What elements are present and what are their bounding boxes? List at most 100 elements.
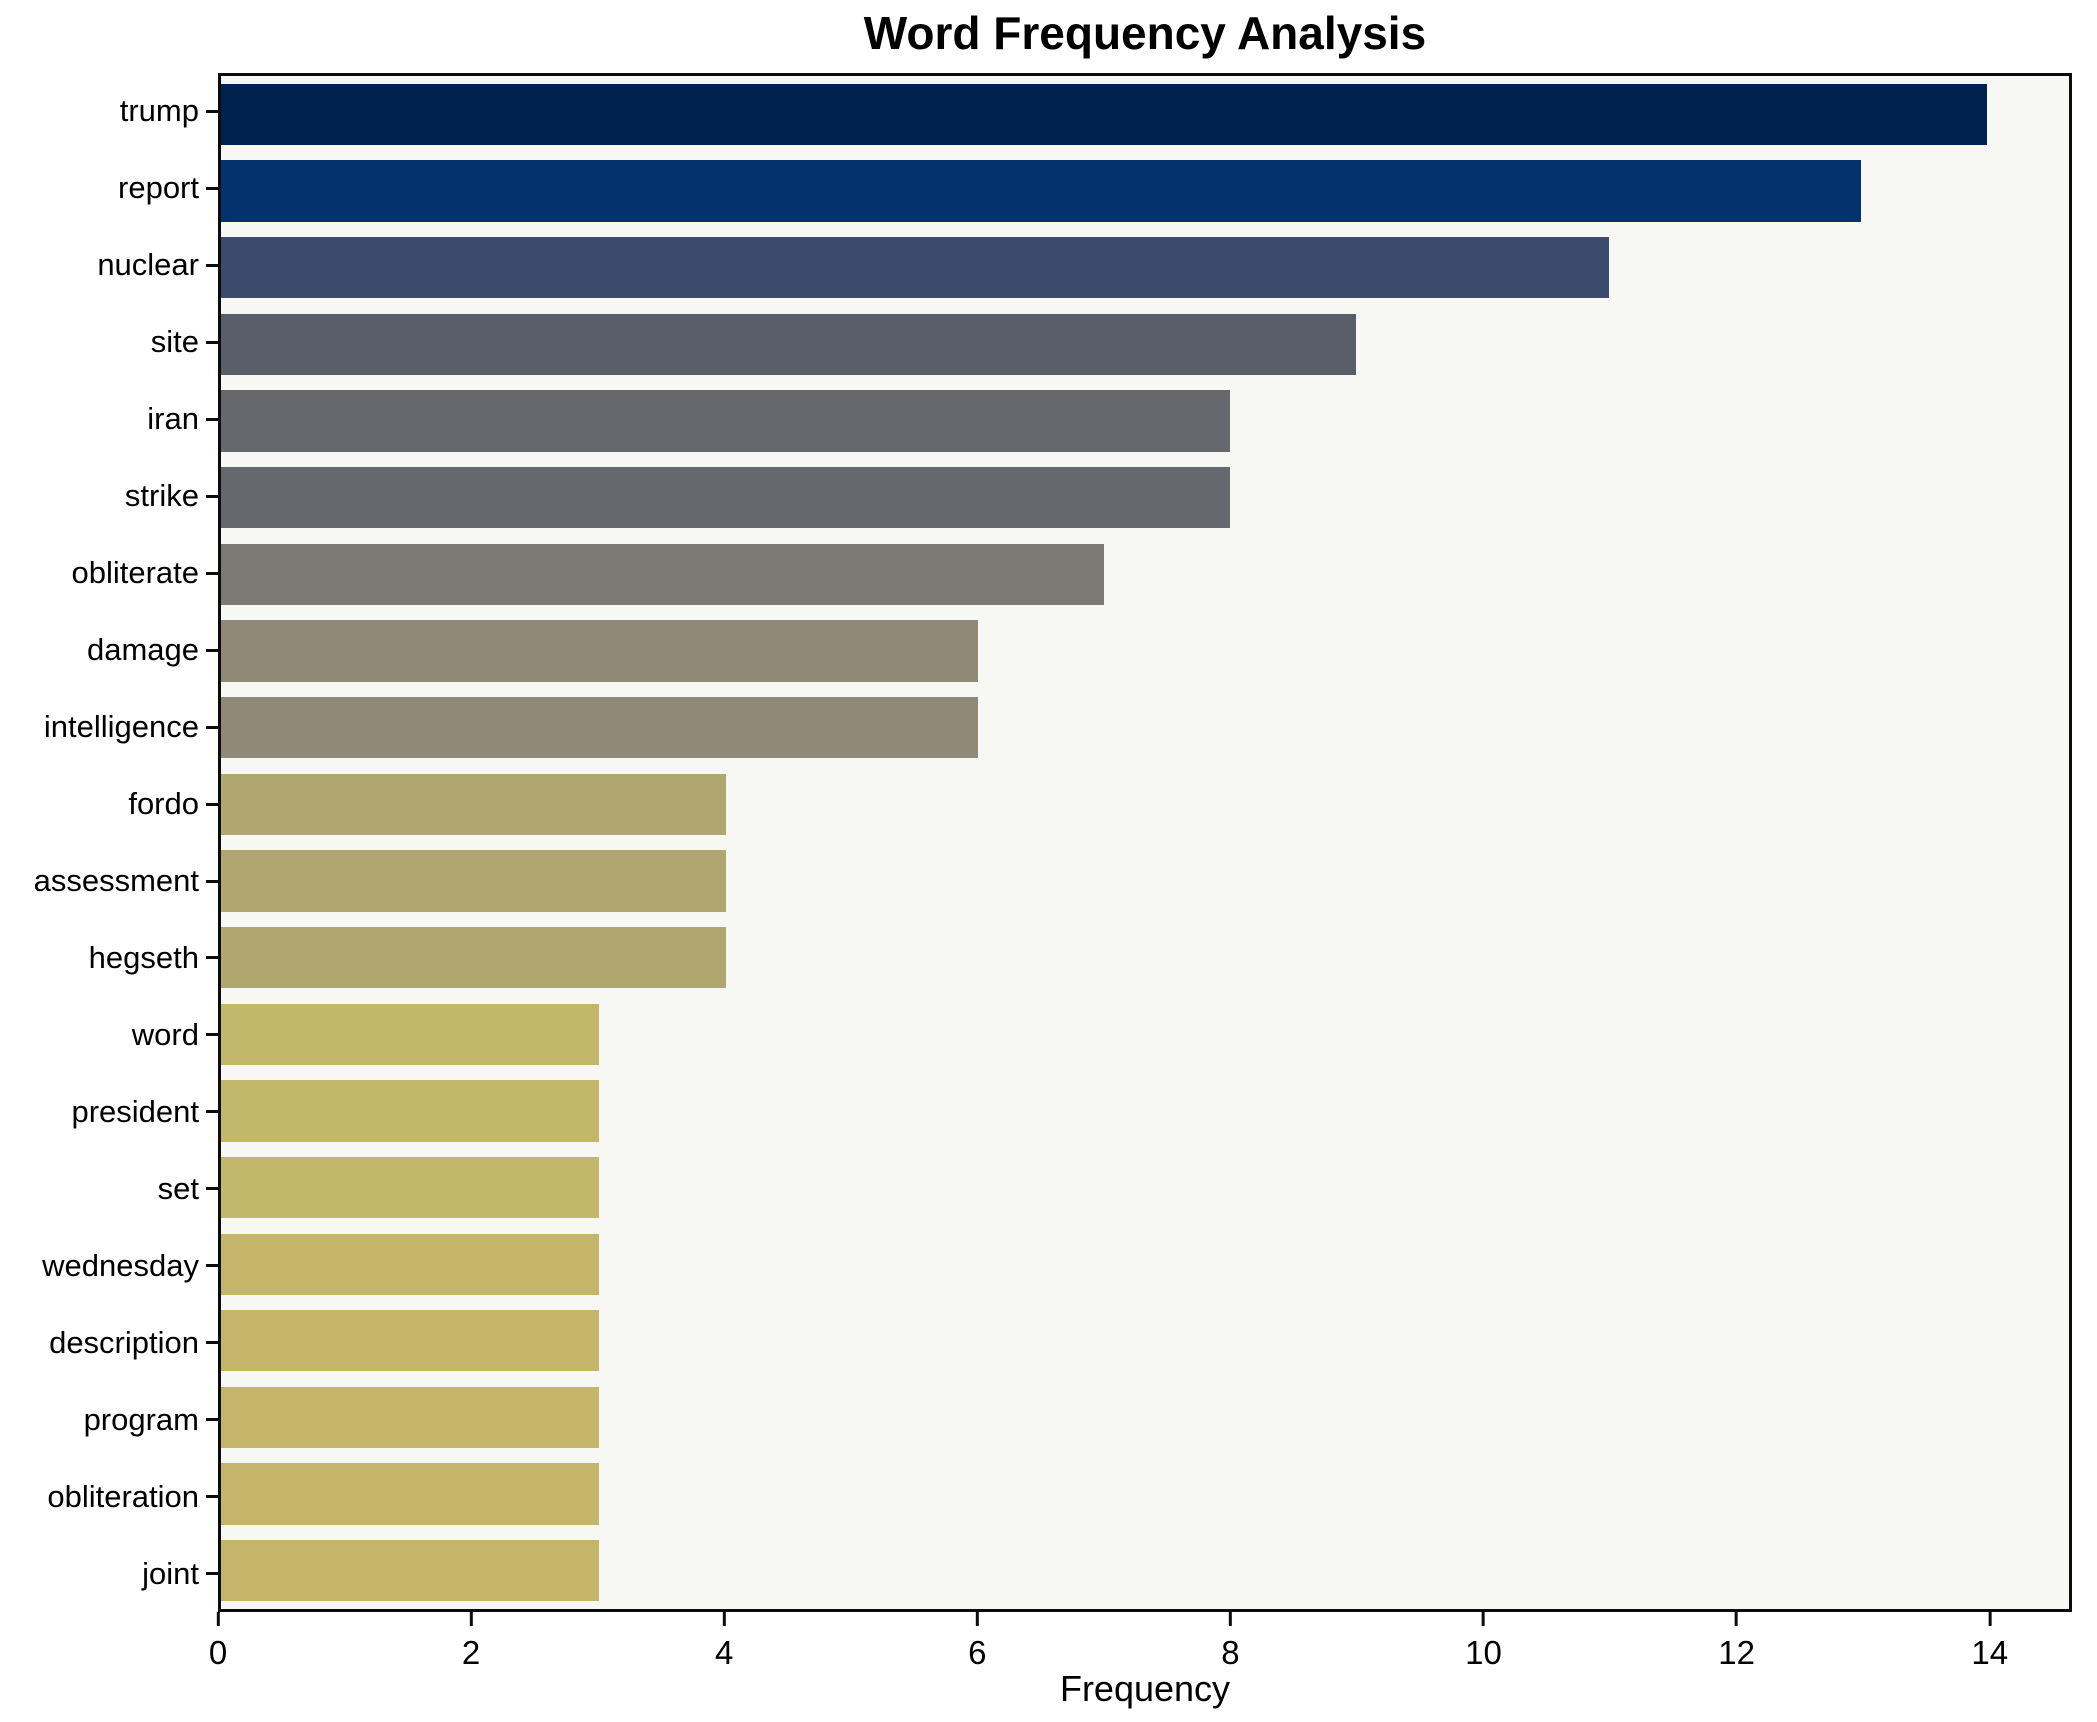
x-tick-mark [975,1612,979,1626]
bar-report [221,160,1861,222]
y-label-row: strike [0,458,218,535]
y-label-row: wednesday [0,1227,218,1304]
bar-president [221,1080,600,1142]
bar-strike [221,466,1231,529]
y-label-row: description [0,1304,218,1381]
bar-row [221,536,2069,613]
bar-row [221,1149,2069,1226]
y-tick-label: hegseth [88,939,199,975]
y-label-row: assessment [0,843,218,920]
bar-row [221,383,2069,460]
y-label-row: president [0,1073,218,1150]
y-tick-mark [206,1187,218,1191]
bar-damage [221,620,978,682]
y-tick-mark [206,1495,218,1499]
x-tick: 0 [209,1612,227,1672]
bar-row [221,919,2069,996]
bar-hegseth [221,926,726,989]
x-tick-mark [1482,1612,1486,1626]
y-tick-label: program [83,1401,199,1437]
y-tick-mark [206,1418,218,1422]
y-label-row: intelligence [0,689,218,766]
chart-title: Word Frequency Analysis [863,7,1427,59]
x-tick: 12 [1718,1612,1755,1672]
x-tick-label: 10 [1465,1634,1502,1671]
y-tick-label: assessment [33,863,199,898]
y-tick-label: word [131,1016,199,1052]
x-tick: 14 [1971,1612,2008,1672]
y-tick-mark [206,109,218,113]
y-tick-mark [206,1264,218,1268]
x-tick-mark [1988,1612,1992,1626]
x-tick-mark [216,1612,220,1626]
bar-set [221,1156,600,1219]
bar-row [221,689,2069,766]
y-label-row: word [0,996,218,1073]
y-label-row: trump [0,73,218,150]
x-tick: 10 [1465,1612,1502,1672]
x-tick: 6 [968,1612,986,1672]
bar-site [221,313,1357,375]
y-label-row: site [0,304,218,381]
y-tick-mark [206,648,218,652]
y-tick-label: fordo [128,786,199,822]
y-tick-mark [206,725,218,729]
bar-nuclear [221,236,1609,299]
y-tick-label: report [118,170,199,206]
bar-row [221,153,2069,230]
y-axis-labels: trump report nuclear site iran strike oblitera… [0,73,218,1612]
y-label-row: hegseth [0,919,218,996]
y-tick-mark [206,340,218,344]
y-label-row: obliteration [0,1458,218,1535]
y-tick-mark [206,494,218,498]
y-tick-mark [206,956,218,960]
x-tick: 2 [462,1612,480,1672]
y-tick-mark [206,1110,218,1114]
x-tick-label: 4 [715,1634,734,1671]
y-label-row: joint [0,1535,218,1612]
y-tick-mark [206,263,218,267]
y-tick-label: nuclear [97,247,199,283]
x-tick: 4 [715,1612,733,1672]
bar-row [221,1379,2069,1456]
y-label-row: fordo [0,766,218,843]
y-tick-label: joint [142,1555,199,1591]
x-axis-title: Frequency [1059,1668,1231,1709]
x-tick-label: 6 [968,1634,987,1671]
bar-row [221,1303,2069,1380]
y-label-row: nuclear [0,227,218,304]
bar-intelligence [221,696,978,759]
bar-row [221,1456,2069,1533]
bar-row [221,76,2069,153]
y-tick-label: strike [124,478,199,514]
y-tick-mark [206,186,218,190]
x-tick-mark [1735,1612,1739,1626]
bar-row [221,306,2069,383]
y-label-row: program [0,1381,218,1458]
y-tick-label: iran [147,401,199,437]
y-tick-label: intelligence [43,709,199,745]
y-tick-mark [206,571,218,575]
x-tick-mark [1228,1612,1232,1626]
x-tick: 8 [1221,1612,1240,1672]
y-tick-mark [206,1572,218,1576]
bar-row [221,1073,2069,1150]
bar-trump [221,83,1987,145]
bar-row [221,996,2069,1073]
bar-assessment [221,850,726,912]
y-tick-label: obliterate [71,555,199,591]
y-tick-label: set [157,1170,199,1206]
bar-description [221,1310,600,1372]
bar-joint [221,1540,600,1602]
bar-wednesday [221,1233,600,1295]
bar-iran [221,390,1231,452]
bar-fordo [221,773,726,835]
y-tick-mark [206,417,218,421]
x-tick-label: 0 [208,1634,228,1671]
y-label-row: set [0,1150,218,1227]
y-tick-label: site [150,324,199,360]
y-tick-mark [206,879,218,883]
y-tick-label: wednesday [42,1247,199,1283]
y-tick-mark [206,802,218,806]
